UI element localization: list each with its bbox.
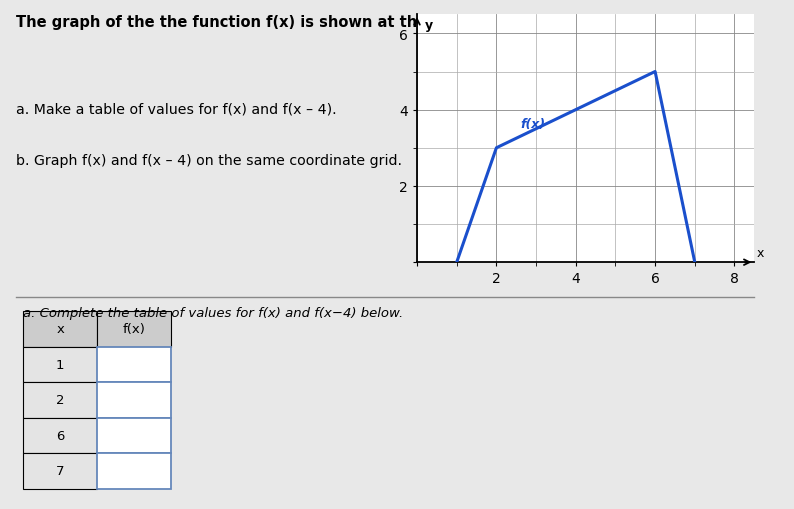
Bar (97, 418, 171, 454)
Text: 7: 7 (56, 465, 64, 477)
Text: y: y (425, 19, 433, 32)
Bar (23, 347, 97, 382)
Text: a. Make a table of values for f(x) and f(x – 4).: a. Make a table of values for f(x) and f… (16, 102, 337, 116)
Text: The graph of the the function f(x) is shown at the right.: The graph of the the function f(x) is sh… (16, 15, 478, 30)
Text: x: x (756, 247, 764, 260)
Bar (23, 312, 97, 347)
Text: f(x): f(x) (520, 118, 545, 130)
Text: f(x): f(x) (122, 323, 145, 336)
Bar (97, 347, 171, 382)
Bar (23, 454, 97, 489)
Text: 1: 1 (56, 358, 64, 371)
Bar (97, 454, 171, 489)
Bar (97, 382, 171, 418)
Bar (97, 312, 171, 347)
Text: 2: 2 (56, 393, 64, 407)
Bar (23, 418, 97, 454)
Bar (23, 382, 97, 418)
Text: b. Graph f(x) and f(x – 4) on the same coordinate grid.: b. Graph f(x) and f(x – 4) on the same c… (16, 154, 402, 168)
Text: x: x (56, 323, 64, 336)
Text: a. Complete the table of values for f(x) and f(x−4) below.: a. Complete the table of values for f(x)… (23, 306, 403, 320)
Text: 6: 6 (56, 429, 64, 442)
